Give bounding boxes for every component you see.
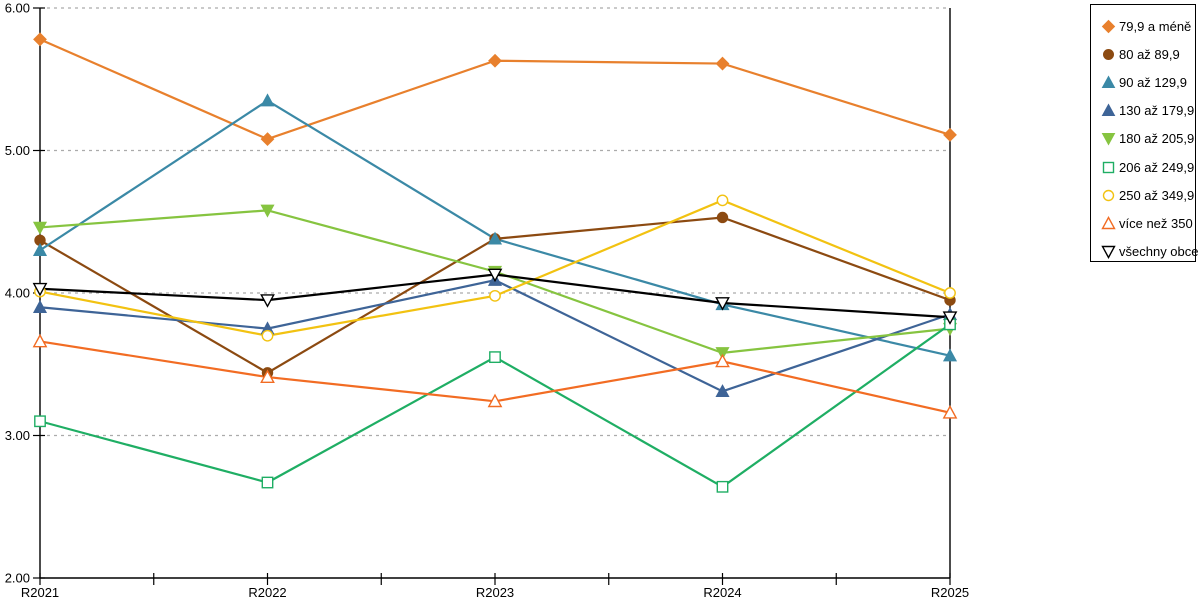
legend-label: 180 až 205,9 bbox=[1119, 131, 1195, 147]
legend-open-circle-icon bbox=[1100, 188, 1116, 202]
data-point-7-0 bbox=[32, 333, 48, 348]
data-point-8-4 bbox=[942, 311, 958, 325]
data-point-1-3 bbox=[716, 211, 729, 224]
data-point-5-0 bbox=[34, 415, 46, 428]
legend-item: více než 350 bbox=[1100, 209, 1195, 237]
data-point-5-1 bbox=[261, 476, 274, 489]
data-point-8-1 bbox=[260, 294, 275, 308]
data-point-6-4 bbox=[944, 287, 956, 299]
legend-item: 79,9 a méně bbox=[1100, 12, 1195, 40]
y-axis-label: 3.00 bbox=[5, 428, 30, 443]
data-point-4-1 bbox=[260, 204, 275, 218]
x-axis-label: R2024 bbox=[703, 585, 741, 600]
x-axis-label: R2025 bbox=[931, 585, 969, 600]
data-point-2-0 bbox=[32, 243, 48, 256]
legend-label: 80 až 89,9 bbox=[1119, 46, 1180, 62]
legend-item: 90 až 129,9 bbox=[1100, 68, 1195, 96]
data-point-7-4 bbox=[942, 405, 958, 419]
data-point-8-3 bbox=[715, 297, 730, 311]
data-point-6-3 bbox=[716, 194, 729, 207]
data-point-6-1 bbox=[261, 329, 274, 342]
legend-item: 206 až 249,9 bbox=[1100, 153, 1195, 181]
legend-triangle-icon bbox=[1100, 75, 1116, 89]
data-point-0-0 bbox=[33, 32, 47, 47]
legend-item: 180 až 205,9 bbox=[1100, 125, 1195, 153]
data-point-5-2 bbox=[489, 351, 501, 364]
x-axis-label: R2022 bbox=[248, 585, 286, 600]
y-axis-label: 4.00 bbox=[5, 286, 30, 301]
data-point-0-3 bbox=[715, 56, 730, 71]
data-point-0-4 bbox=[943, 127, 957, 142]
data-point-2-1 bbox=[260, 93, 275, 107]
data-point-5-3 bbox=[716, 480, 729, 493]
legend-triangle-icon bbox=[1100, 103, 1116, 118]
legend-item: 250 až 349,9 bbox=[1100, 181, 1195, 209]
legend-diamond-icon bbox=[1100, 19, 1116, 33]
legend-label: 90 až 129,9 bbox=[1119, 74, 1187, 90]
data-point-4-3 bbox=[715, 347, 730, 361]
legend-triangle-down-icon bbox=[1100, 132, 1116, 146]
y-axis-label: 6.00 bbox=[5, 1, 30, 16]
legend-label: všechny obce bbox=[1119, 244, 1199, 260]
y-axis-label: 2.00 bbox=[5, 571, 30, 586]
legend-label: 130 až 179,9 bbox=[1119, 103, 1195, 119]
chart-legend: 79,9 a méně 80 až 89,9 90 až 129,9 130 a… bbox=[1090, 4, 1199, 262]
data-point-6-2 bbox=[489, 289, 501, 302]
legend-open-triangle-down-icon bbox=[1100, 245, 1116, 260]
legend-label: 250 až 349,9 bbox=[1119, 187, 1195, 203]
data-point-4-0 bbox=[32, 221, 48, 235]
legend-label: 79,9 a méně bbox=[1119, 18, 1192, 34]
legend-item: 80 až 89,9 bbox=[1100, 40, 1195, 68]
legend-open-square-icon bbox=[1100, 160, 1116, 174]
data-point-8-2 bbox=[487, 268, 503, 283]
legend-open-triangle-icon bbox=[1100, 215, 1116, 230]
legend-label: více než 350 bbox=[1119, 215, 1193, 231]
legend-item: 130 až 179,9 bbox=[1100, 97, 1195, 125]
data-point-3-0 bbox=[32, 300, 48, 313]
data-point-0-2 bbox=[488, 53, 502, 68]
data-point-3-3 bbox=[715, 384, 730, 398]
data-point-7-2 bbox=[487, 393, 503, 408]
x-axis-label: R2021 bbox=[21, 585, 59, 600]
data-point-2-4 bbox=[942, 348, 958, 362]
data-point-7-1 bbox=[260, 369, 275, 383]
legend-circle-icon bbox=[1100, 47, 1116, 61]
data-point-7-3 bbox=[715, 353, 730, 368]
data-point-0-1 bbox=[260, 132, 275, 147]
legend-item: všechny obce bbox=[1100, 238, 1199, 266]
legend-label: 206 až 249,9 bbox=[1119, 159, 1195, 175]
data-point-2-2 bbox=[487, 231, 503, 245]
data-point-8-0 bbox=[32, 282, 48, 297]
y-axis-label: 5.00 bbox=[5, 143, 30, 158]
x-axis-label: R2023 bbox=[476, 585, 514, 600]
